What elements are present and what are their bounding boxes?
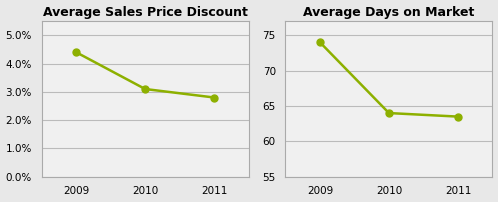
Title: Average Days on Market: Average Days on Market bbox=[303, 6, 475, 19]
Title: Average Sales Price Discount: Average Sales Price Discount bbox=[43, 6, 248, 19]
